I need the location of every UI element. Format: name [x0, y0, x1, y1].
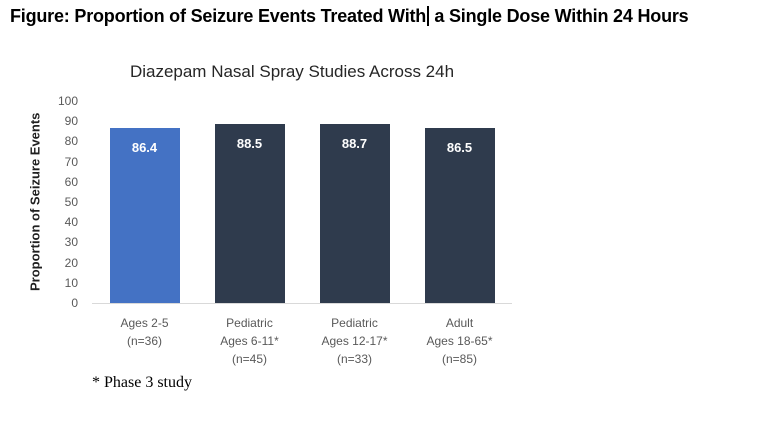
category-label: Adult Ages 18-65* (n=85) — [407, 314, 512, 368]
bar-value-label: 88.5 — [236, 136, 263, 152]
y-tick-label: 50 — [64, 195, 78, 209]
y-tick-label: 90 — [64, 114, 78, 129]
y-tick-label: 60 — [64, 174, 78, 189]
figure-title-text-after-cursor: a Single Dose Within 24 Hours — [429, 6, 689, 26]
category-label-line: Ages 6-11* — [220, 334, 279, 348]
category-label-line: (n=85) — [441, 352, 478, 366]
text-cursor — [427, 6, 429, 26]
bar-value-label: 86.4 — [131, 140, 158, 156]
figure-title-text-before-cursor: Figure: Proportion of Seizure Events Tre… — [10, 6, 427, 26]
category-label-line: (n=45) — [231, 352, 268, 366]
y-tick-label: 10 — [64, 275, 78, 290]
y-tick-label: 30 — [64, 235, 78, 250]
y-tick-label: 100 — [57, 94, 78, 108]
y-tick-label: 80 — [64, 134, 78, 149]
y-tick-label: 70 — [64, 154, 78, 169]
y-tick-label: 0 — [71, 296, 78, 310]
bar — [109, 128, 180, 303]
x-axis-line — [92, 303, 512, 304]
category-label-line: Pediatric — [226, 316, 273, 330]
bar — [319, 123, 390, 303]
y-tick-label: 40 — [64, 215, 78, 230]
category-label-line: (n=33) — [336, 352, 373, 366]
category-label-line: (n=36) — [126, 334, 163, 348]
bar-value-label: 88.7 — [341, 135, 368, 151]
chart-title: Diazepam Nasal Spray Studies Across 24h — [129, 62, 455, 81]
category-label: Pediatric Ages 12-17* (n=33) — [302, 314, 407, 368]
footnote: * Phase 3 study — [92, 374, 192, 391]
category-label-line: Ages 2-5 — [120, 316, 169, 330]
category-label-line: Adult — [445, 316, 474, 330]
figure-title[interactable]: Figure: Proportion of Seizure Events Tre… — [10, 6, 765, 27]
category-label-line: Ages 18-65* — [426, 334, 493, 348]
bar-value-label: 86.5 — [446, 140, 473, 156]
category-label-line: Pediatric — [331, 316, 378, 330]
category-label: Ages 2-5 (n=36) — [92, 314, 197, 350]
y-tick-label: 20 — [64, 255, 78, 270]
bar — [424, 128, 495, 303]
bar — [214, 124, 285, 303]
category-label: Pediatric Ages 6-11* (n=45) — [197, 314, 302, 368]
category-label-line: Ages 12-17* — [321, 334, 388, 348]
